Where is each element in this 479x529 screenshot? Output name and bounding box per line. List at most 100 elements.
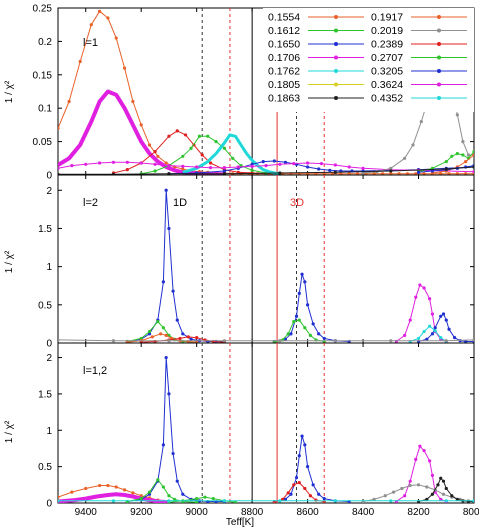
data-point: [355, 172, 360, 175]
data-point: [389, 166, 393, 170]
x-axis-label: Teff[K]: [226, 517, 254, 528]
data-point: [444, 499, 448, 503]
y-tick-label: 0.1: [38, 104, 52, 115]
data-point: [414, 172, 418, 175]
data-point: [397, 172, 401, 175]
legend-label: 0.2019: [371, 25, 403, 37]
legend-marker: [334, 96, 338, 100]
data-point: [450, 494, 454, 498]
data-point: [306, 465, 310, 469]
data-point: [400, 486, 404, 491]
data-point: [444, 339, 448, 343]
data-point: [156, 320, 160, 324]
data-point: [389, 339, 393, 343]
data-point: [167, 226, 171, 231]
data-point: [167, 339, 171, 343]
data-point: [439, 336, 443, 340]
data-point: [106, 16, 110, 20]
data-point: [159, 332, 163, 336]
legend-label: 0.3624: [371, 79, 403, 91]
data-point: [164, 161, 168, 165]
y-tick-label: 1.5: [38, 389, 52, 400]
data-point: [172, 497, 177, 501]
data-point: [303, 443, 307, 447]
data-point: [466, 153, 471, 157]
data-point: [222, 146, 226, 150]
data-point: [300, 272, 304, 276]
legend-marker: [334, 28, 338, 33]
data-point: [58, 166, 60, 170]
data-point: [164, 188, 168, 192]
y-tick-label: 0: [46, 171, 52, 182]
data-point: [261, 160, 265, 164]
data-point: [167, 134, 171, 138]
legend-marker: [334, 15, 338, 19]
x-tick-label: 8400: [352, 507, 375, 518]
data-point: [125, 168, 129, 172]
data-point: [444, 160, 448, 164]
series-line: [182, 133, 281, 175]
data-point: [106, 483, 110, 488]
data-point: [306, 161, 310, 165]
legend-label: 0.1650: [268, 39, 300, 51]
panel-l1: 0 0.05 0.1 0.15 0.2 0.25: [33, 4, 475, 182]
data-point: [428, 297, 432, 301]
data-point: [303, 280, 307, 284]
data-point: [311, 322, 315, 326]
data-point: [289, 492, 293, 496]
data-point: [283, 160, 288, 164]
data-point: [430, 332, 434, 336]
data-point: [250, 168, 254, 172]
data-point: [278, 162, 282, 166]
data-point: [181, 492, 185, 496]
legend-label: 0.1805: [268, 79, 300, 91]
legend-label: 0.1554: [268, 12, 300, 24]
legend-label: 0.2707: [371, 52, 403, 64]
data-point: [153, 169, 157, 173]
data-point: [58, 172, 60, 175]
data-point: [425, 337, 429, 341]
data-point: [444, 486, 448, 491]
y-tick-label: 1.5: [38, 224, 52, 235]
data-point: [317, 492, 321, 496]
data-point: [222, 499, 226, 503]
data-point: [131, 99, 135, 104]
data-point: [111, 160, 116, 164]
data-point: [472, 165, 474, 169]
data-point: [472, 499, 474, 503]
data-point: [139, 497, 143, 501]
data-point: [167, 494, 171, 498]
data-point: [372, 172, 376, 175]
data-point: [222, 169, 226, 173]
data-point: [195, 165, 199, 169]
plot-area: [58, 343, 474, 503]
legend-marker: [334, 69, 338, 73]
data-point: [416, 336, 421, 341]
data-point: [111, 499, 116, 503]
legend-marker: [437, 42, 441, 46]
y-tick-label: 0: [46, 499, 52, 510]
y-tick-label: 0.25: [33, 4, 53, 15]
data-point: [211, 497, 215, 501]
data-point: [183, 133, 188, 137]
y-axis-label-panel1: 1 / χ²: [4, 80, 15, 103]
panel-annotation-l12: l=1,2: [83, 365, 107, 377]
data-point: [464, 172, 468, 175]
data-point: [278, 339, 282, 343]
data-point: [408, 318, 412, 322]
data-point: [452, 336, 457, 340]
data-point: [98, 161, 102, 165]
data-point: [294, 475, 299, 480]
data-point: [322, 336, 326, 341]
data-point: [58, 126, 60, 130]
data-point: [422, 329, 426, 334]
data-point: [297, 454, 301, 458]
data-point: [58, 499, 60, 503]
x-tick-label: 8600: [296, 507, 319, 518]
data-point: [308, 333, 312, 337]
data-point: [147, 490, 152, 494]
data-point: [161, 485, 165, 489]
data-point: [208, 166, 213, 170]
